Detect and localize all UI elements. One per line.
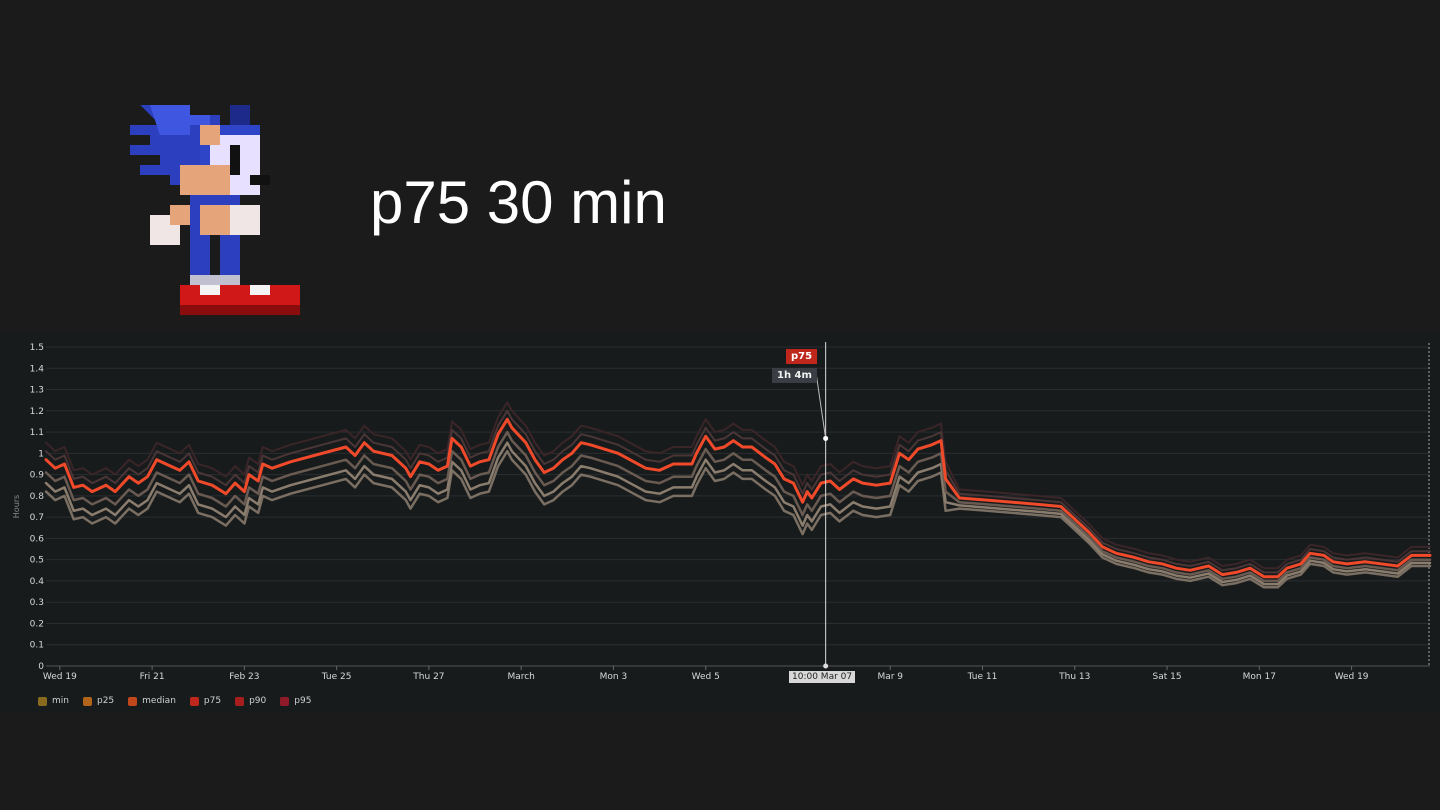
latency-percentile-chart: 0 0.1 0.2 0.3 0.4 0.5 0.6 0.7 0.8 0.9 1 1.1 1.2 1.3 1.… (12, 342, 1432, 682)
x-tick-label: March (507, 672, 534, 682)
y-tick-label: 0.8 (30, 492, 45, 502)
series-line-median (44, 430, 1432, 583)
y-tick-label: 0.6 (30, 534, 45, 544)
x-tick-label: Wed 19 (43, 672, 77, 682)
x-tick-label: Fri 21 (140, 672, 165, 682)
x-tick-label: Wed 5 (692, 672, 720, 682)
y-tick-label: 0.4 (30, 577, 45, 587)
tooltip-leader-line (816, 376, 827, 439)
x-tick-label: Sat 15 (1153, 672, 1182, 682)
legend-swatch (280, 696, 290, 706)
x-tick-label: Thu 27 (412, 672, 444, 682)
x-tick-label: Wed 19 (1335, 672, 1369, 682)
legend-swatch (38, 696, 47, 706)
series-line-p25 (44, 441, 1432, 586)
tooltip-value-label: 1h 4m (772, 368, 817, 383)
legend-item-p75[interactable]: p75 (189, 696, 222, 706)
x-tick-label: Mar 9 (877, 672, 903, 682)
y-tick-label: 1 (38, 449, 44, 459)
legend-label: p25 (96, 696, 115, 706)
chart-legend: min p25 median p75 p90 p95 (38, 694, 311, 708)
y-tick-label: 1.2 (30, 407, 44, 417)
x-tick-label: Tue 25 (321, 672, 352, 682)
y-tick-label: 0.1 (30, 641, 44, 651)
y-tick-label: 0.3 (30, 598, 44, 608)
y-tick-label: 0.5 (30, 556, 44, 566)
legend-item-p90[interactable]: p90 (235, 696, 266, 706)
legend-swatch (189, 696, 199, 706)
legend-label: p75 (203, 696, 222, 706)
series-line-p75 (44, 417, 1432, 579)
crosshair-time-label: 10:00 Mar 07 (789, 671, 856, 683)
legend-swatch (82, 696, 92, 706)
legend-item-p25[interactable]: p25 (82, 696, 115, 706)
legend-item-median[interactable]: median (128, 696, 176, 706)
tooltip-point-marker (823, 435, 829, 441)
legend-item-p95[interactable]: p95 (280, 696, 311, 706)
legend-swatch (128, 696, 138, 706)
y-tick-label: 1.1 (30, 428, 44, 438)
page-title: p75 30 min (370, 169, 667, 236)
x-tick-label: Thu 13 (1058, 672, 1090, 682)
x-tick-label: Feb 23 (229, 672, 259, 682)
chart-panel: 0 0.1 0.2 0.3 0.4 0.5 0.6 0.7 0.8 0.9 1 1.1 1.2 1.3 1.… (0, 332, 1440, 712)
y-tick-label: 0 (38, 662, 44, 672)
legend-label: p90 (249, 696, 267, 706)
pixel-hedgehog-character-icon (130, 105, 300, 315)
legend-swatch (235, 696, 245, 706)
x-tick-label: Mon 17 (1243, 672, 1276, 682)
series-line-p90 (45, 409, 1431, 574)
y-tick-label: 1.5 (30, 343, 44, 353)
x-tick-label: Mon 3 (600, 672, 628, 682)
x-tick-label: Tue 11 (967, 672, 998, 682)
y-axis-label: Hours (12, 495, 21, 518)
y-tick-label: 1.4 (30, 364, 45, 374)
legend-label: median (142, 696, 176, 706)
y-tick-label: 0.7 (30, 513, 44, 523)
y-tick-label: 1.3 (30, 386, 44, 396)
series-line-p95 (45, 401, 1431, 570)
legend-item-min[interactable]: min (38, 696, 69, 706)
y-tick-label: 0.9 (30, 471, 45, 481)
y-tick-label: 0.2 (30, 619, 44, 629)
tooltip-series-label: p75 (786, 349, 818, 364)
legend-label: p95 (294, 696, 312, 706)
series-line-min (44, 449, 1432, 589)
legend-label: min (52, 696, 69, 706)
crosshair-axis-marker (823, 663, 829, 669)
